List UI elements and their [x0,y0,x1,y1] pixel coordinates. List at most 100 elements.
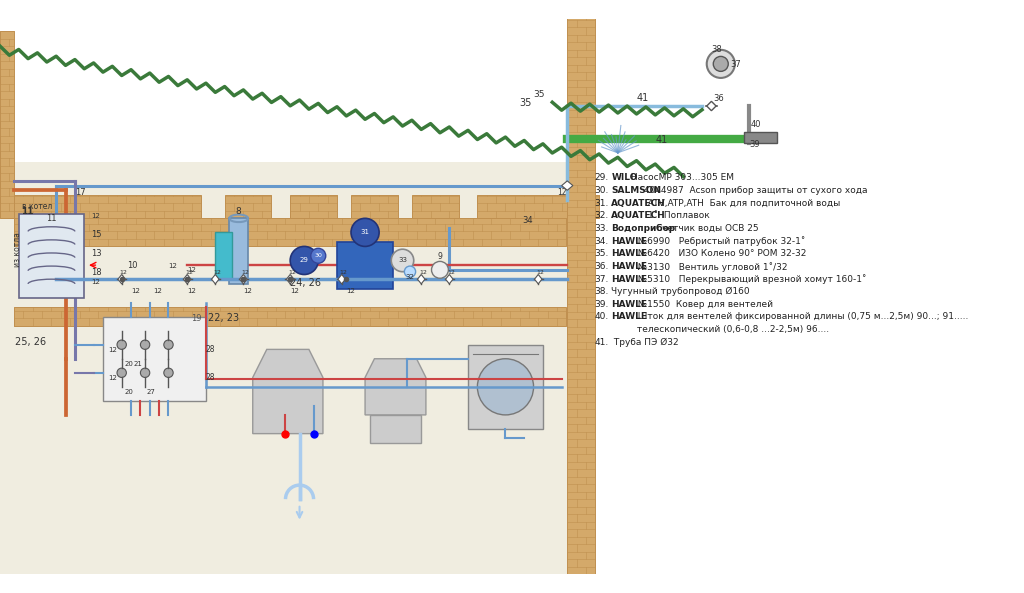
Text: 35.: 35. [594,249,609,258]
Text: 19: 19 [190,314,202,323]
Text: 33.: 33. [594,224,609,233]
Text: AQUATECH: AQUATECH [611,199,666,208]
Text: HAWLE: HAWLE [611,249,647,258]
Polygon shape [445,275,453,284]
Text: 29: 29 [300,257,308,263]
Text: 36: 36 [714,94,724,103]
Text: HAWLE: HAWLE [611,237,647,246]
Bar [229,218,248,284]
Polygon shape [253,349,323,433]
Circle shape [117,368,126,378]
Text: 35: 35 [534,90,545,98]
Text: 39.: 39. [594,300,609,309]
Text: 12: 12 [340,270,348,275]
Text: телескопический (0,6-0,8 ...2-2,5м) 96....: телескопический (0,6-0,8 ...2-2,5м) 96..… [611,325,829,334]
Text: 1˚  Поплавок: 1˚ Поплавок [645,211,710,221]
Bar [18,213,84,298]
Text: 12: 12 [131,288,140,294]
Polygon shape [535,275,542,284]
Text: 40.: 40. [594,313,608,321]
Text: 11: 11 [46,214,56,223]
Text: 41: 41 [655,135,668,145]
Text: 22, 23: 22, 23 [208,313,239,323]
Text: 12: 12 [91,213,99,219]
Text: ATV,ATP,ATH  Бак для подпиточной воды: ATV,ATP,ATH Бак для подпиточной воды [645,199,841,208]
Text: HAWLE: HAWLE [611,275,647,283]
Text: 12: 12 [447,270,456,275]
Text: Шток для вентелей фиксированной длины (0,75 м...2,5м) 90...; 91.....: Шток для вентелей фиксированной длины (0… [632,313,969,321]
Circle shape [164,368,173,378]
Polygon shape [338,275,345,284]
Text: 12: 12 [185,270,194,275]
Circle shape [714,56,728,71]
Text: 12: 12 [154,288,163,294]
Polygon shape [183,275,190,284]
Bar [290,195,337,218]
Bar [215,232,232,279]
Text: 24, 26: 24, 26 [290,278,322,288]
Text: 28: 28 [206,373,215,382]
Text: 12: 12 [120,270,128,275]
Polygon shape [118,275,125,284]
Text: в котел: в котел [23,202,52,211]
Text: 20: 20 [125,361,133,367]
Text: 31: 31 [360,229,370,235]
Polygon shape [287,275,294,284]
Polygon shape [240,275,247,284]
Text: 20: 20 [125,390,133,396]
Text: 34: 34 [522,216,532,225]
Text: 35: 35 [519,98,531,108]
Bar [0,31,14,218]
Polygon shape [707,101,716,111]
Text: 12: 12 [169,263,177,269]
Bar [224,195,271,218]
Text: 12: 12 [213,270,221,275]
Bar [0,162,581,574]
Circle shape [707,50,735,78]
Polygon shape [366,359,426,415]
Circle shape [164,340,173,349]
Text: 4044987  Acson прибор защиты от сухого хода: 4044987 Acson прибор защиты от сухого хо… [641,186,867,195]
Bar [103,317,206,401]
Text: 12: 12 [242,270,250,275]
Text: 12: 12 [244,288,252,294]
Text: 36.: 36. [594,262,609,271]
Text: 15: 15 [91,230,101,239]
Text: 12: 12 [109,347,118,353]
Text: 40: 40 [751,120,761,129]
Text: Водоприбор: Водоприбор [611,224,676,233]
Text: HAWLE: HAWLE [611,300,647,309]
Text: 9: 9 [437,251,442,260]
Polygon shape [418,275,425,284]
Circle shape [310,248,326,263]
Bar [370,415,421,443]
Bar [14,307,566,326]
Bar [14,195,202,218]
Polygon shape [212,275,219,284]
Text: 39: 39 [749,140,760,149]
Circle shape [351,218,379,247]
Text: 12: 12 [109,375,118,381]
Text: 41: 41 [637,93,649,103]
Text: 38.: 38. [594,287,609,296]
Text: 12: 12 [91,279,99,285]
Circle shape [140,340,150,349]
Circle shape [290,247,318,275]
Text: 32: 32 [406,274,415,280]
Text: 12: 12 [420,270,427,275]
Text: №6990   Ребристый патрубок 32-1˚: №6990 Ребристый патрубок 32-1˚ [632,237,806,247]
Text: 12: 12 [557,188,566,197]
Polygon shape [561,181,572,190]
Text: 30.: 30. [594,186,609,195]
Text: 25, 26: 25, 26 [15,337,46,347]
Text: 12: 12 [187,267,196,273]
Text: №5310   Перекрывающий врезной хомут 160-1˚: №5310 Перекрывающий врезной хомут 160-1˚ [632,275,866,285]
Text: 34.: 34. [594,237,608,246]
Text: 30: 30 [314,253,323,259]
Text: WILO: WILO [611,173,638,183]
Text: 31.: 31. [594,199,609,208]
Text: HAWLE: HAWLE [611,262,647,271]
Text: №1550  Ковер для вентелей: №1550 Ковер для вентелей [632,300,773,309]
Text: 29.: 29. [594,173,608,183]
Bar [567,12,595,574]
